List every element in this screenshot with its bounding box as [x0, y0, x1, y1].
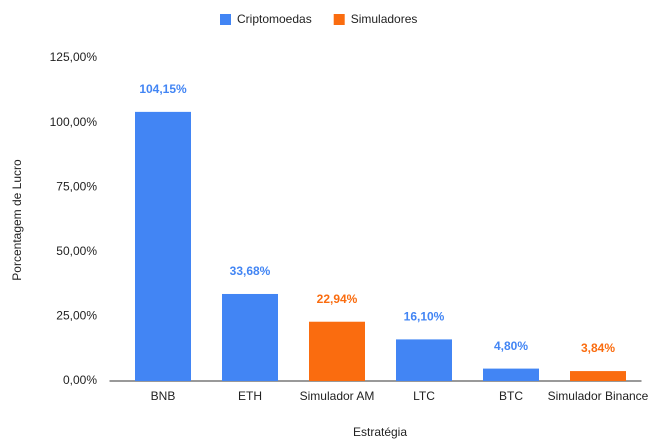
y-tick-label: 0,00% — [63, 373, 97, 387]
x-tick-label: BTC — [499, 389, 523, 403]
x-tick-label: LTC — [413, 389, 435, 403]
y-tick-label: 125,00% — [50, 50, 98, 64]
value-label: 3,84% — [581, 341, 615, 355]
bar — [309, 321, 365, 381]
bar — [483, 368, 539, 381]
y-tick-label: 25,00% — [56, 309, 97, 323]
value-label: 4,80% — [494, 339, 528, 353]
legend-label: Simuladores — [351, 12, 418, 26]
bar — [135, 111, 191, 381]
y-tick-label: 100,00% — [50, 115, 98, 129]
legend-label: Criptomoedas — [237, 12, 312, 26]
y-axis-title: Porcentagem de Lucro — [10, 159, 24, 281]
x-tick-label: ETH — [238, 389, 262, 403]
legend-swatch — [333, 14, 345, 25]
value-label: 33,68% — [230, 264, 271, 278]
legend-swatch — [220, 14, 231, 25]
y-tick-label: 75,00% — [56, 179, 97, 193]
bar — [222, 293, 278, 381]
x-tick-label: Simulador Binance — [548, 389, 649, 403]
x-axis-title: Estratégia — [353, 425, 407, 439]
x-tick-label: BNB — [151, 389, 176, 403]
value-label: 16,10% — [404, 310, 445, 324]
value-label: 104,15% — [139, 82, 187, 96]
bar — [570, 371, 626, 381]
value-label: 22,94% — [317, 292, 358, 306]
y-tick-label: 50,00% — [56, 244, 97, 258]
bar — [396, 339, 452, 381]
x-tick-label: Simulador AM — [300, 389, 375, 403]
